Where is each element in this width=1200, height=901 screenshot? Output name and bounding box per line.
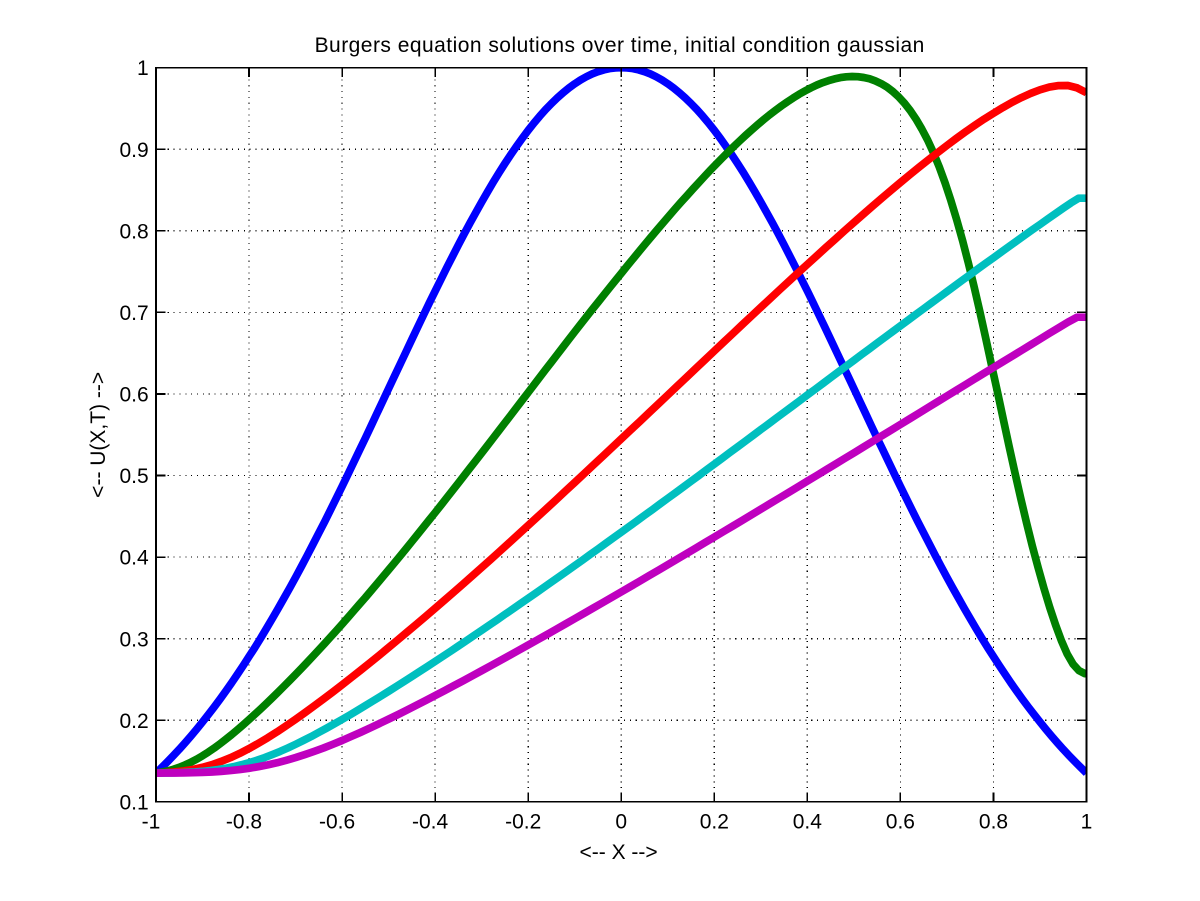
svg-text:0.4: 0.4 [793, 810, 823, 833]
svg-text:Burgers equation solutions ove: Burgers equation solutions over time, in… [315, 34, 925, 57]
svg-text:0.1: 0.1 [119, 792, 148, 815]
svg-text:<-- X -->: <-- X --> [580, 841, 658, 864]
svg-text:0.2: 0.2 [700, 810, 729, 833]
svg-text:-1: -1 [142, 810, 161, 833]
svg-text:0.7: 0.7 [119, 302, 148, 325]
svg-text:0: 0 [615, 810, 627, 833]
svg-text:-0.8: -0.8 [226, 810, 262, 833]
svg-text:0.3: 0.3 [119, 628, 148, 651]
svg-text:0.6: 0.6 [886, 810, 915, 833]
svg-text:-0.6: -0.6 [319, 810, 355, 833]
svg-text:1: 1 [1081, 810, 1093, 833]
svg-text:0.2: 0.2 [119, 710, 148, 733]
svg-text:1: 1 [137, 57, 149, 80]
svg-text:-0.2: -0.2 [505, 810, 541, 833]
svg-text:0.6: 0.6 [119, 384, 148, 407]
svg-text:0.9: 0.9 [119, 139, 148, 162]
svg-text:0.4: 0.4 [119, 547, 149, 570]
svg-text:0.5: 0.5 [119, 465, 148, 488]
svg-text:0.8: 0.8 [119, 220, 148, 243]
svg-text:-0.4: -0.4 [412, 810, 449, 833]
svg-text:0.8: 0.8 [979, 810, 1008, 833]
svg-text:<-- U(X,T) -->: <-- U(X,T) --> [87, 372, 110, 498]
